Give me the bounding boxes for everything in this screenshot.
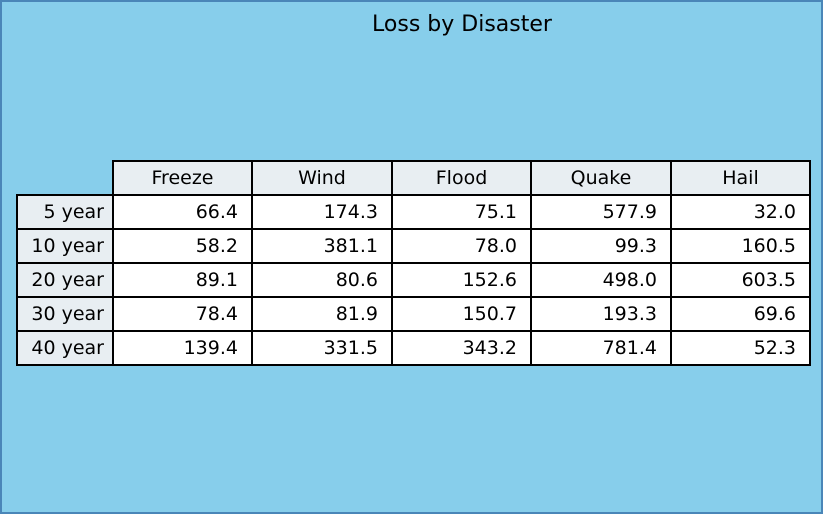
table-cell: 174.3 — [251, 194, 393, 230]
chart-title: Loss by Disaster — [372, 12, 552, 37]
table-header-row: Freeze Wind Flood Quake Hail — [17, 160, 811, 196]
table-cell: 139.4 — [112, 330, 253, 366]
table-cell: 498.0 — [530, 262, 672, 298]
table-row: 10 year 58.2 381.1 78.0 99.3 160.5 — [16, 228, 811, 264]
row-header: 40 year — [16, 330, 114, 366]
table-cell: 32.0 — [670, 194, 811, 230]
column-header: Hail — [670, 160, 811, 196]
table-row: 40 year 139.4 331.5 343.2 781.4 52.3 — [16, 330, 811, 366]
table-cell: 89.1 — [112, 262, 253, 298]
column-header: Wind — [251, 160, 393, 196]
table-row: 30 year 78.4 81.9 150.7 193.3 69.6 — [16, 296, 811, 332]
table-cell: 160.5 — [670, 228, 811, 264]
table-cell: 58.2 — [112, 228, 253, 264]
table-body: Freeze Wind Flood Quake Hail 5 year 66.4 174.3 7… — [16, 160, 811, 366]
table-cell: 52.3 — [670, 330, 811, 366]
table-corner — [17, 161, 113, 195]
table-cell: 781.4 — [530, 330, 672, 366]
table-row: 20 year 89.1 80.6 152.6 498.0 603.5 — [16, 262, 811, 298]
table-cell: 78.4 — [112, 296, 253, 332]
table-cell: 381.1 — [251, 228, 393, 264]
table-cell: 193.3 — [530, 296, 672, 332]
table-cell: 152.6 — [391, 262, 532, 298]
column-header: Freeze — [112, 160, 253, 196]
table-row: 5 year 66.4 174.3 75.1 577.9 32.0 — [16, 194, 811, 230]
row-header: 30 year — [16, 296, 114, 332]
row-header: 20 year — [16, 262, 114, 298]
table-cell: 577.9 — [530, 194, 672, 230]
data-table-container: Freeze Wind Flood Quake Hail 5 year 66.4 174.3 7… — [16, 160, 811, 366]
table-cell: 331.5 — [251, 330, 393, 366]
column-header: Flood — [391, 160, 532, 196]
table-cell: 66.4 — [112, 194, 253, 230]
row-header: 10 year — [16, 228, 114, 264]
row-header: 5 year — [16, 194, 114, 230]
table-cell: 69.6 — [670, 296, 811, 332]
table-cell: 80.6 — [251, 262, 393, 298]
table-cell: 343.2 — [391, 330, 532, 366]
table-cell: 99.3 — [530, 228, 672, 264]
table-cell: 603.5 — [670, 262, 811, 298]
table-cell: 150.7 — [391, 296, 532, 332]
data-table: Freeze Wind Flood Quake Hail 5 year 66.4 174.3 7… — [16, 160, 811, 366]
column-header: Quake — [530, 160, 672, 196]
table-cell: 75.1 — [391, 194, 532, 230]
table-cell: 81.9 — [251, 296, 393, 332]
table-cell: 78.0 — [391, 228, 532, 264]
